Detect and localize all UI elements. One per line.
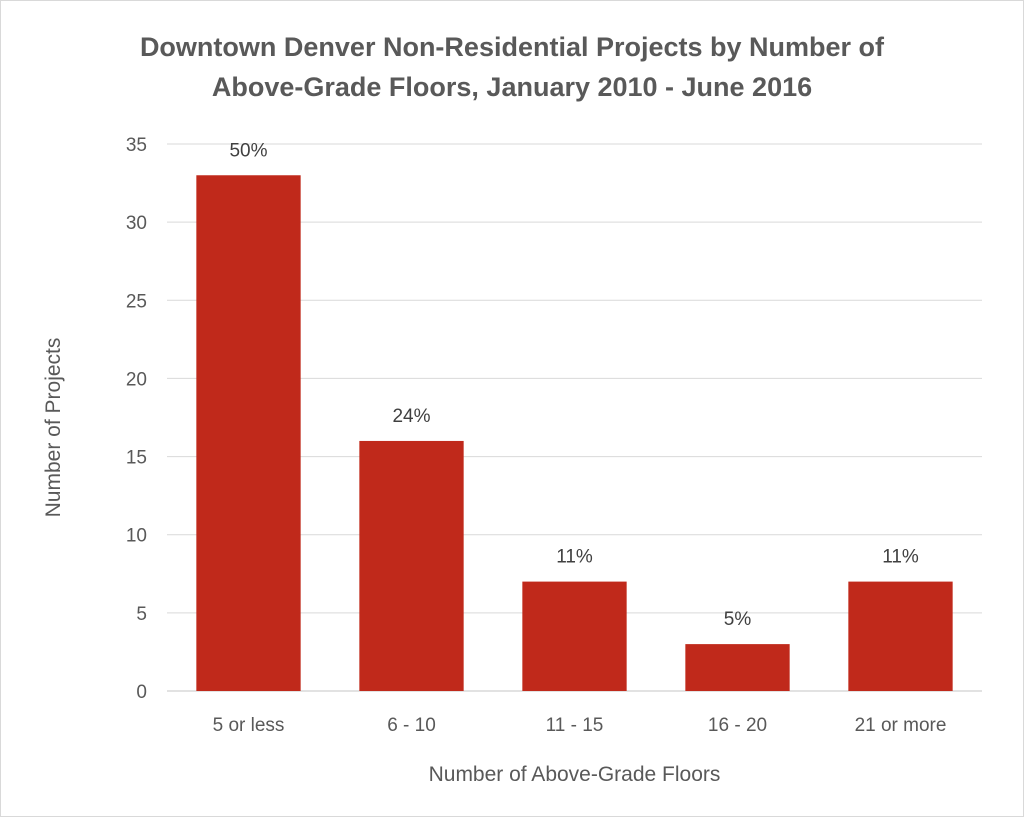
- y-tick-label: 15: [126, 448, 147, 469]
- bar: [848, 581, 953, 691]
- x-tick-label: 6 - 10: [387, 715, 436, 736]
- y-tick-label: 20: [126, 369, 147, 390]
- x-axis-title: Number of Above-Grade Floors: [429, 763, 721, 786]
- y-tick-label: 35: [126, 135, 147, 156]
- chart-title: Downtown Denver Non-Residential Projects…: [1, 27, 1023, 107]
- chart-title-line-2: Above-Grade Floors, January 2010 - June …: [211, 72, 813, 102]
- bar: [685, 644, 790, 691]
- y-tick-label: 25: [126, 291, 147, 312]
- bar: [522, 581, 627, 691]
- gridlines: [167, 143, 982, 692]
- y-tick-label: 30: [126, 213, 147, 234]
- x-tick-label: 16 - 20: [708, 715, 767, 736]
- y-tick-label: 0: [136, 682, 147, 703]
- y-tick-label: 5: [136, 604, 147, 625]
- data-labels: 50% 24% 11% 5% 11%: [229, 140, 918, 630]
- y-tick-label: 10: [126, 526, 147, 547]
- y-axis-ticks: 0 5 10 15 20 25 30 35: [126, 135, 147, 703]
- y-axis-title: Number of Projects: [42, 338, 65, 518]
- data-label: 5%: [724, 609, 752, 630]
- chart-title-line-1: Downtown Denver Non-Residential Projects…: [139, 32, 885, 62]
- data-label: 11%: [882, 547, 919, 568]
- data-label: 11%: [556, 547, 593, 568]
- bar: [359, 440, 464, 691]
- x-axis-ticks: 5 or less 6 - 10 11 - 15 16 - 20 21 or more: [213, 715, 947, 736]
- data-label: 24%: [392, 406, 430, 427]
- bars: [196, 175, 953, 691]
- data-label: 50%: [229, 140, 267, 161]
- x-tick-label: 11 - 15: [546, 715, 604, 736]
- x-tick-label: 21 or more: [855, 715, 947, 736]
- bar: [196, 175, 301, 691]
- x-tick-label: 5 or less: [213, 715, 285, 736]
